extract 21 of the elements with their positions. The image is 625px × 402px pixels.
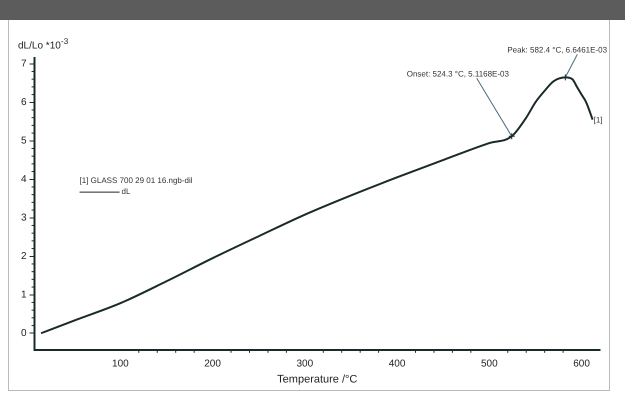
annotation: Onset: 524.3 °C, 5.1168E-03 bbox=[406, 69, 510, 78]
x-tick-label: 100 bbox=[112, 358, 130, 370]
y-tick-label: 5 bbox=[21, 136, 27, 147]
x-tick-label: 300 bbox=[296, 358, 314, 370]
x-tick-label: 500 bbox=[480, 358, 498, 370]
x-axis-title: Temperature /°C bbox=[277, 373, 358, 386]
y-tick-label: 3 bbox=[21, 212, 27, 224]
y-tick-label: 1 bbox=[21, 290, 27, 300]
annotation: Peak: 582.4 °C, 6.6461E-03 bbox=[507, 45, 608, 54]
x-tick-label: 600 bbox=[573, 358, 590, 370]
y-tick-label: 4 bbox=[21, 174, 27, 186]
x-tick-label: 400 bbox=[388, 358, 406, 370]
y-tick-label: 6 bbox=[21, 97, 27, 108]
y-tick-label: 2 bbox=[21, 251, 27, 262]
legend-title: [1] GLASS 700 29 01 16.ngb-dil bbox=[80, 176, 193, 186]
annotation: [1] bbox=[594, 116, 603, 125]
x-tick-label: 200 bbox=[204, 358, 222, 370]
y-axis-title: dL/Lo *10$^{-3}$ bbox=[18, 36, 68, 52]
y-tick-label: 0 bbox=[21, 328, 27, 339]
legend-label: dL bbox=[122, 187, 132, 196]
y-tick-label: 7 bbox=[21, 58, 27, 70]
